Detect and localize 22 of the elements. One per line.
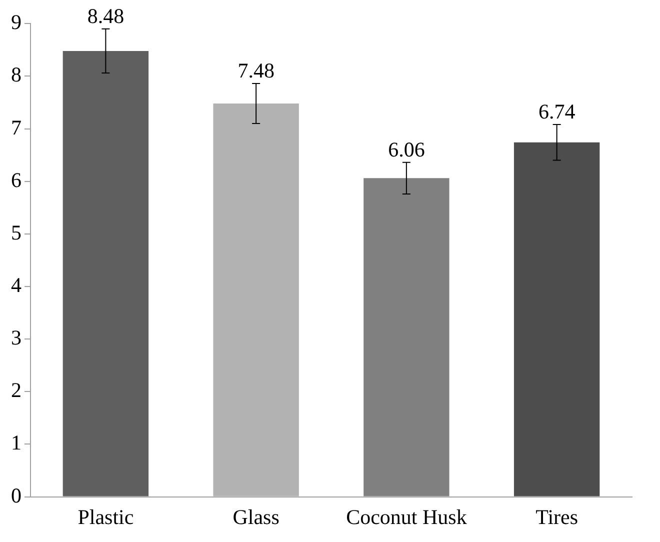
- x-tick-label: Plastic: [78, 504, 134, 529]
- data-label: 8.48: [87, 4, 124, 28]
- y-tick-label: 5: [11, 220, 22, 244]
- y-tick-label: 2: [11, 378, 22, 402]
- bar: [514, 142, 600, 496]
- bar: [62, 50, 149, 496]
- x-tick-label: Glass: [232, 504, 280, 529]
- bar: [213, 104, 299, 496]
- data-label: 7.48: [238, 58, 274, 83]
- data-label: 6.06: [388, 137, 425, 162]
- bar: [364, 178, 450, 496]
- y-tick-label: 6: [11, 168, 22, 192]
- y-tick-label: 9: [11, 10, 22, 34]
- x-tick-label: Tires: [536, 504, 578, 529]
- y-tick-label: 1: [11, 430, 22, 455]
- x-tick-label: Coconut Husk: [346, 504, 468, 529]
- y-tick-label: 0: [11, 483, 22, 508]
- y-tick-label: 4: [11, 273, 22, 298]
- data-label: 6.74: [538, 100, 576, 124]
- y-tick-label: 3: [11, 326, 22, 350]
- y-tick-label: 8: [11, 62, 22, 87]
- y-tick-label: 7: [11, 115, 22, 140]
